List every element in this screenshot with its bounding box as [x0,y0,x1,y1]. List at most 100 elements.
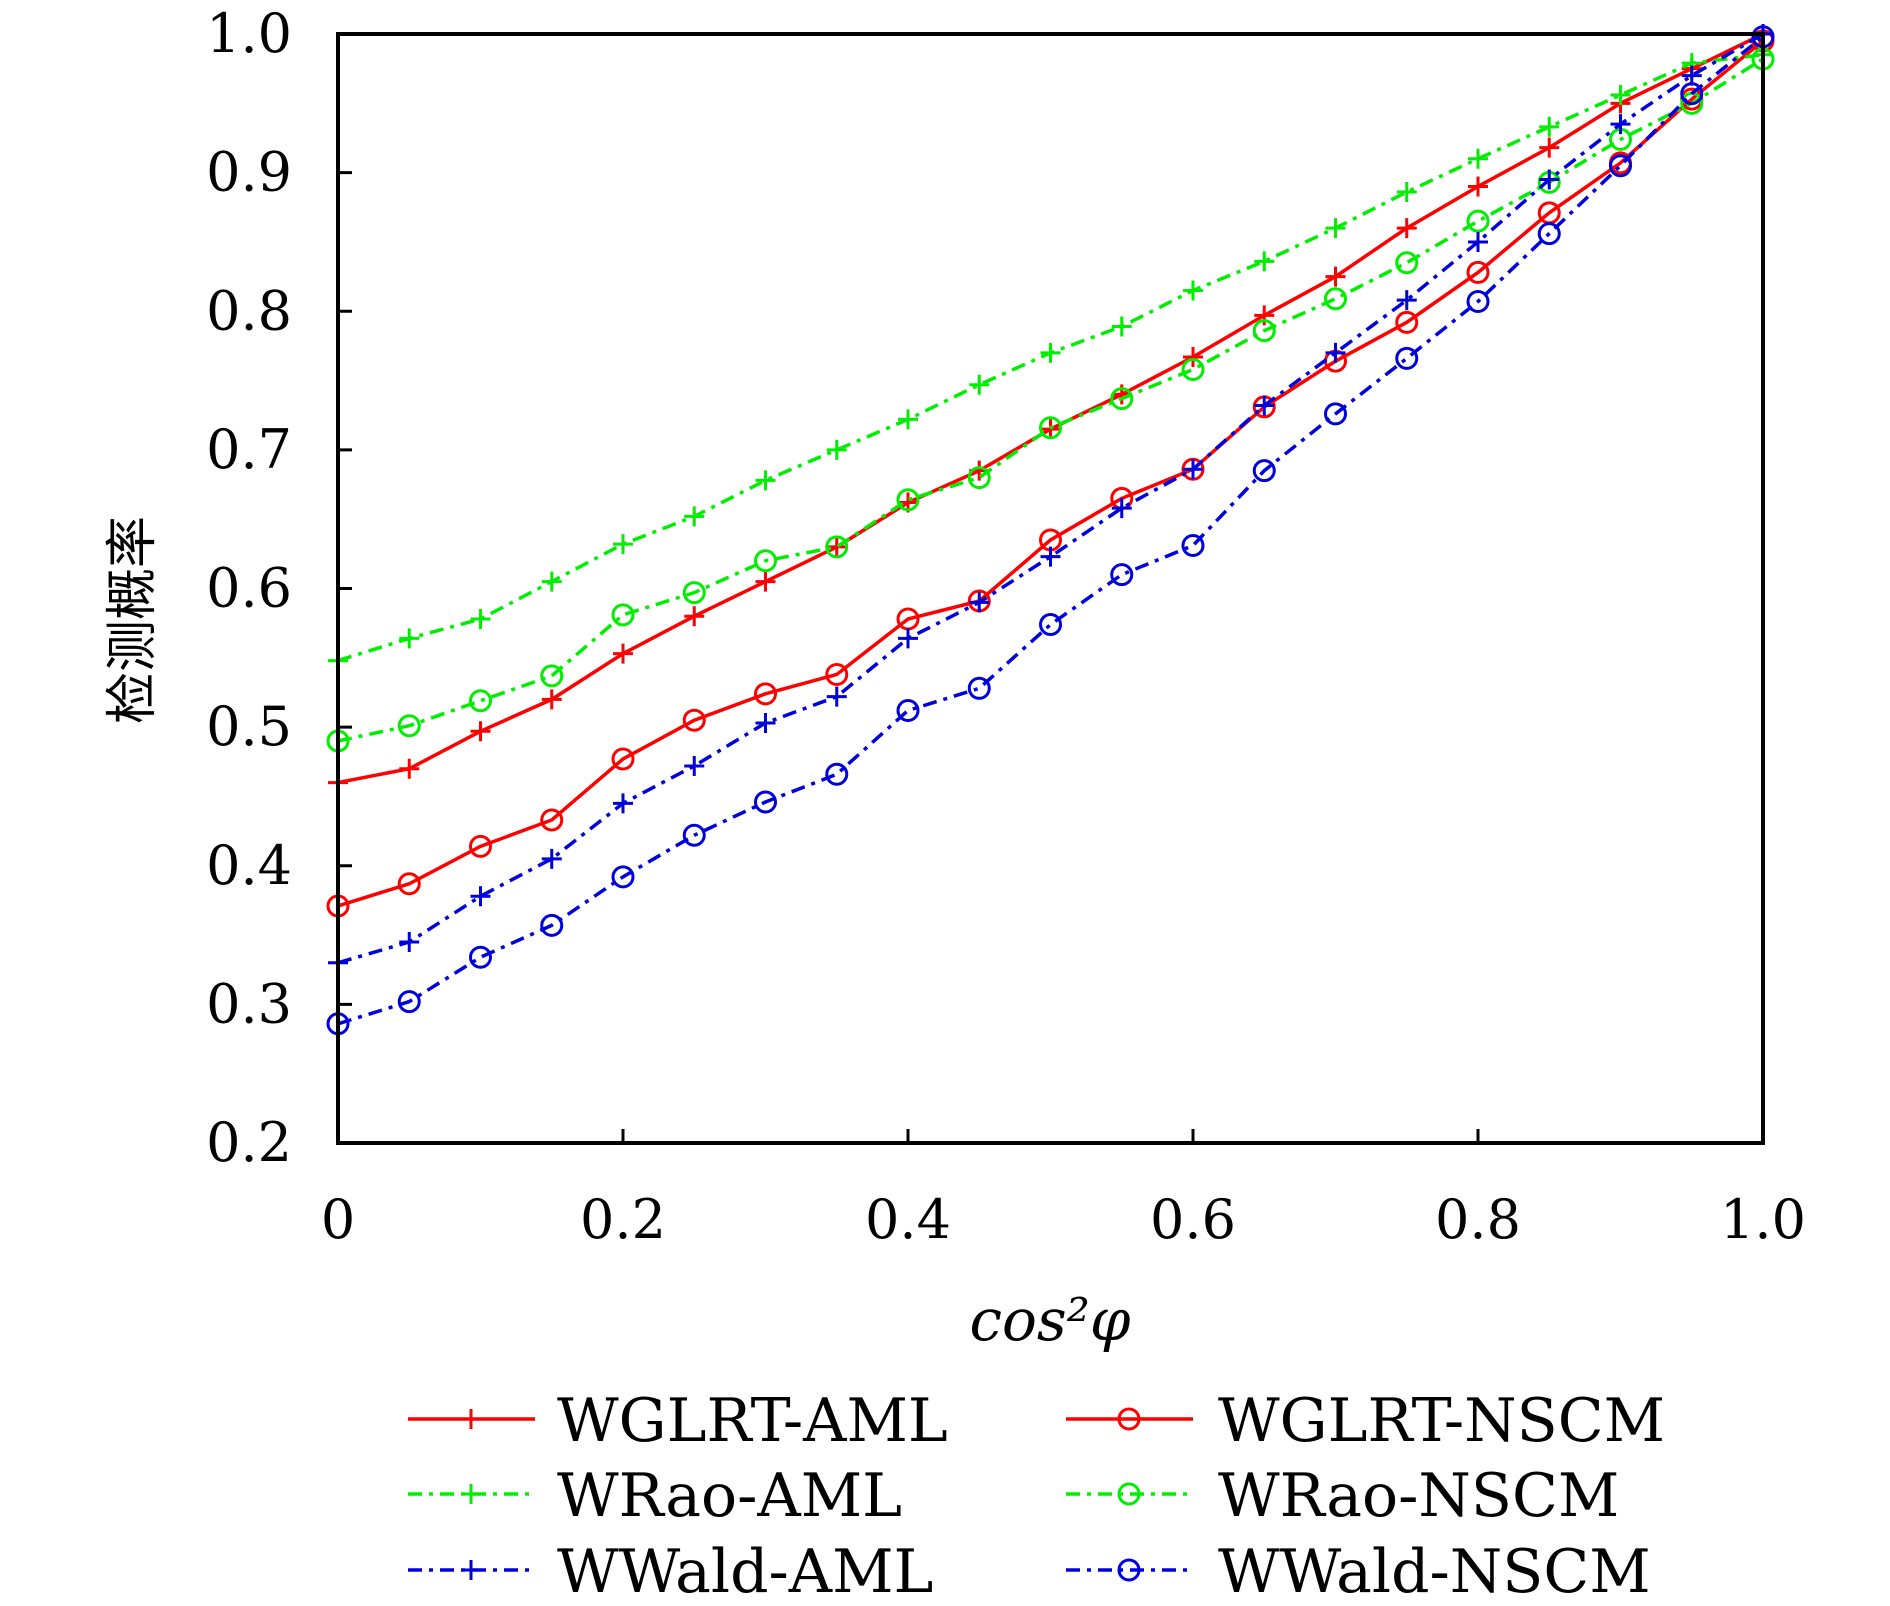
legend-label: WRao-AML [557,1461,902,1531]
circle-marker [754,549,777,573]
circle-marker [469,834,492,858]
circle-marker [896,698,920,722]
circle-marker [967,466,991,490]
plus-marker [613,793,633,814]
series-wrao-aml [328,44,1773,671]
circle-marker [540,664,564,688]
circle-marker [682,581,706,605]
circle-marker [540,913,564,937]
circle-marker [754,682,777,706]
circle-marker [1039,416,1062,440]
plus-marker [461,1484,481,1504]
y-tick-label: 1.0 [206,2,292,65]
plus-marker [1539,116,1560,137]
plus-marker [461,1560,481,1580]
y-tick-label: 0.4 [206,834,292,897]
circle-marker [1181,357,1205,381]
circle-marker [1039,613,1062,637]
circle-marker [1117,1407,1141,1431]
circle-marker [611,865,635,889]
plus-marker [470,721,491,742]
series-line [337,32,1764,965]
circle-marker [1110,387,1134,411]
circle-marker [1466,290,1490,314]
series-wwald-nscm [326,25,1775,1036]
circle-marker [1680,82,1704,106]
y-tick-label: 0.8 [206,279,292,342]
circle-marker [1117,1558,1141,1582]
series-wglrt-nscm [326,29,1775,918]
circle-marker [1324,287,1347,311]
series-line [337,39,1765,908]
circle-marker [1466,260,1490,284]
circle-marker [469,945,492,969]
circle-marker [469,689,492,713]
y-axis-label: 检测概率 [103,516,163,724]
circle-marker [682,708,706,732]
series-wwald-aml [328,24,1773,973]
plus-marker [1254,395,1275,416]
plus-marker [1396,218,1417,239]
y-tick-label: 0.2 [206,1111,292,1174]
plus-marker [1325,218,1346,239]
y-tick-label: 0.9 [206,141,292,204]
plus-marker [755,571,776,592]
circle-marker [1181,534,1205,558]
circle-marker [1395,346,1419,370]
plus-marker [1254,251,1275,272]
legend-item: WWald-NSCM [1066,1537,1651,1606]
y-tick-label: 0.5 [206,695,292,758]
legend-item: WWald-AML [408,1537,933,1606]
plus-marker [541,571,562,592]
circle-marker [540,808,564,832]
y-tick-label: 0.3 [206,972,292,1035]
plus-marker [1183,280,1203,301]
plus-marker [684,506,705,527]
plus-marker [470,608,491,629]
ticks-layer: 0 0.2 0.4 0.6 0.8 1.0 0.2 0.3 0.4 0.5 0.6 0.7 0.8 0.9… [206,2,1806,1251]
plus-marker [399,628,420,649]
circle-marker [682,823,706,847]
legend-label: WWald-NSCM [1218,1537,1651,1606]
circle-marker [397,872,421,896]
circle-marker [825,535,849,559]
circle-marker [825,662,849,686]
circle-marker [1395,310,1419,334]
plus-marker [1396,290,1417,311]
legend-label: WGLRT-AML [557,1386,948,1456]
x-axis-label: cos²φ [969,1286,1130,1354]
circle-marker [1395,251,1419,275]
plus-marker [470,886,491,907]
plus-marker [898,628,918,649]
plus-marker [399,931,420,952]
plus-marker [755,470,776,491]
circle-marker [397,714,421,738]
circle-marker [1466,209,1490,233]
x-tick-label: 0.6 [1150,1188,1236,1251]
circle-marker [397,990,421,1014]
plus-marker [1539,169,1560,190]
plus-marker [1468,231,1488,252]
x-tick-label: 0 [321,1188,355,1251]
plus-marker [1610,114,1631,135]
circle-marker [754,790,777,814]
plus-marker [755,712,776,733]
plus-marker [826,686,847,707]
x-tick-label: 0.2 [580,1188,666,1251]
y-tick-label: 0.6 [206,557,292,620]
plus-marker [684,755,705,776]
plus-marker [541,848,562,869]
series-line [337,35,1765,1026]
plus-marker [461,1409,481,1429]
y-tick-label: 0.7 [206,418,292,481]
plus-marker [826,439,847,460]
plus-marker [1325,342,1346,363]
plus-marker [1111,316,1132,337]
plus-marker [1111,498,1132,519]
legend-label: WRao-NSCM [1218,1461,1619,1531]
circle-marker [1324,402,1347,426]
plus-marker [399,758,420,779]
plus-marker [1325,266,1346,287]
